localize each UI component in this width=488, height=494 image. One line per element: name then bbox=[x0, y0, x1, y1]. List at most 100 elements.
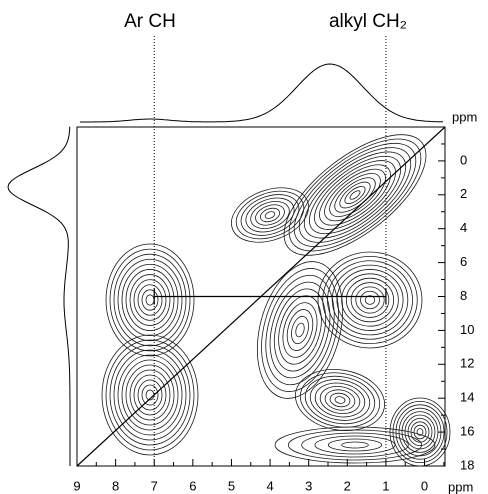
contour bbox=[329, 173, 381, 217]
contour bbox=[145, 294, 155, 306]
contour bbox=[250, 201, 290, 229]
x-tick-label: 9 bbox=[73, 478, 80, 493]
contour bbox=[264, 211, 276, 219]
contour bbox=[341, 273, 399, 327]
contour bbox=[265, 274, 335, 386]
contour bbox=[117, 258, 183, 342]
contour bbox=[413, 424, 427, 440]
x-axis-label: ppm bbox=[448, 479, 473, 494]
contour bbox=[392, 400, 448, 463]
contour bbox=[125, 269, 175, 331]
contour bbox=[287, 429, 423, 461]
contour bbox=[301, 432, 409, 458]
contour bbox=[317, 251, 423, 349]
contour bbox=[261, 268, 339, 392]
x-tick-label: 4 bbox=[266, 478, 273, 493]
contour bbox=[331, 264, 409, 336]
x-tick-label: 5 bbox=[228, 478, 235, 493]
x-tick-label: 1 bbox=[382, 478, 389, 493]
x-tick-label: 3 bbox=[305, 478, 312, 493]
contour bbox=[304, 375, 376, 425]
contour bbox=[105, 339, 195, 451]
x-tick-label: 6 bbox=[189, 478, 196, 493]
contour bbox=[137, 284, 163, 316]
y-tick-label: 0 bbox=[460, 152, 467, 167]
contour bbox=[141, 384, 159, 406]
contour bbox=[278, 295, 322, 365]
contour bbox=[303, 151, 407, 239]
contour bbox=[314, 435, 396, 455]
contour bbox=[109, 248, 191, 352]
contour bbox=[299, 372, 381, 428]
contour bbox=[125, 364, 175, 426]
y-tick-label: 8 bbox=[460, 288, 467, 303]
contour bbox=[329, 392, 351, 408]
x-tick-label: 8 bbox=[112, 478, 119, 493]
contour bbox=[245, 197, 295, 233]
annotation: alkyl CH₂ bbox=[329, 11, 407, 32]
contour bbox=[235, 190, 305, 240]
contour bbox=[129, 369, 171, 421]
contour bbox=[341, 441, 369, 449]
contour bbox=[322, 255, 418, 345]
contour bbox=[344, 185, 366, 205]
contour bbox=[295, 322, 305, 338]
contour bbox=[259, 207, 281, 223]
contour bbox=[282, 302, 318, 358]
contour bbox=[141, 289, 159, 311]
y-axis-label: ppm bbox=[452, 109, 477, 124]
y-tick-label: 2 bbox=[460, 186, 467, 201]
projection bbox=[7, 126, 71, 466]
contour bbox=[324, 389, 356, 411]
contour bbox=[273, 288, 327, 372]
contour bbox=[293, 142, 417, 248]
contour bbox=[360, 290, 380, 310]
contour bbox=[113, 253, 187, 347]
y-tick-label: 14 bbox=[460, 390, 474, 405]
contour bbox=[364, 295, 376, 305]
y-tick-label: 12 bbox=[460, 356, 474, 371]
y-tick-label: 10 bbox=[460, 322, 474, 337]
contour bbox=[319, 164, 391, 226]
annotation: Ar CH bbox=[124, 11, 176, 32]
contour bbox=[291, 315, 309, 345]
contour bbox=[395, 404, 445, 460]
contour bbox=[231, 187, 309, 243]
contour bbox=[324, 168, 386, 222]
contour bbox=[327, 260, 413, 340]
contour bbox=[327, 438, 383, 452]
y-tick-label: 18 bbox=[460, 457, 474, 472]
contour bbox=[256, 261, 344, 399]
contour bbox=[319, 386, 361, 414]
contour bbox=[137, 379, 163, 411]
contour bbox=[129, 274, 171, 326]
contour bbox=[334, 396, 346, 404]
y-tick-label: 6 bbox=[460, 254, 467, 269]
contour bbox=[401, 411, 439, 453]
projection bbox=[80, 63, 443, 123]
contour bbox=[407, 417, 433, 446]
contour bbox=[133, 279, 167, 321]
x-tick-label: 2 bbox=[344, 478, 351, 493]
contour bbox=[314, 160, 396, 230]
contour bbox=[274, 426, 436, 464]
contour bbox=[101, 334, 199, 456]
contour bbox=[269, 281, 331, 379]
contour bbox=[113, 349, 187, 441]
contour bbox=[336, 269, 404, 331]
contour bbox=[350, 282, 390, 318]
contour bbox=[355, 286, 385, 314]
x-tick-label: 0 bbox=[421, 478, 428, 493]
contour bbox=[298, 147, 412, 243]
y-tick-label: 16 bbox=[460, 424, 474, 439]
contour bbox=[121, 359, 179, 431]
contour bbox=[255, 204, 285, 226]
contour bbox=[314, 382, 366, 418]
contour bbox=[339, 181, 371, 209]
contour bbox=[240, 194, 300, 236]
contour bbox=[109, 344, 191, 446]
x-tick-label: 7 bbox=[151, 478, 158, 493]
contour bbox=[416, 428, 424, 436]
contour bbox=[105, 243, 195, 357]
